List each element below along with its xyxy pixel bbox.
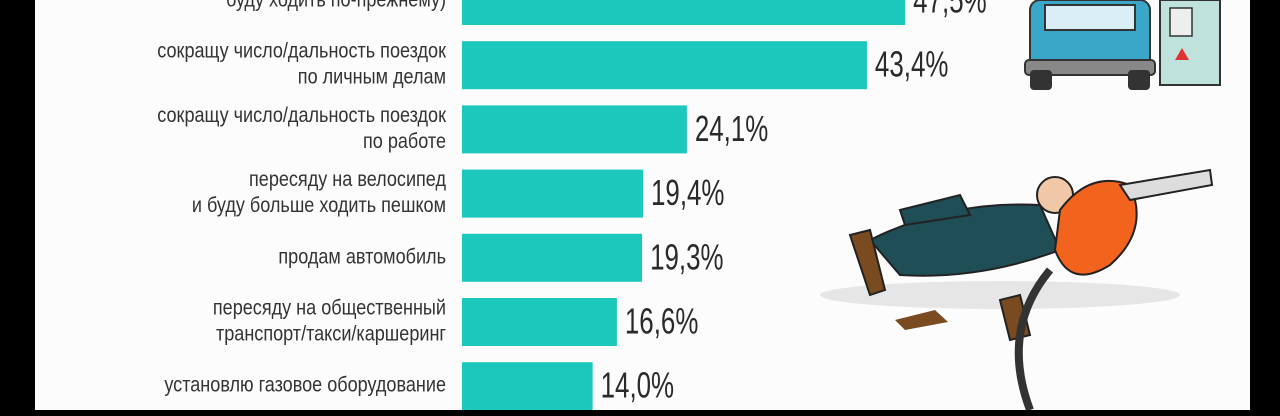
category-label: продам автомобиль bbox=[278, 245, 446, 269]
category-label: сокращу число/дальность поездок bbox=[157, 104, 446, 128]
value-label: 14,0% bbox=[601, 366, 674, 406]
bar bbox=[462, 169, 644, 218]
value-label: 19,4% bbox=[651, 173, 724, 213]
bar bbox=[462, 105, 687, 154]
category-label: буду ходить по-прежнему) bbox=[226, 0, 446, 12]
category-label: сокращу число/дальность поездок bbox=[157, 40, 446, 64]
bar bbox=[462, 233, 643, 282]
category-label: транспорт/такси/каршеринг bbox=[216, 322, 446, 346]
value-label: 19,3% bbox=[650, 237, 723, 277]
car-illustration bbox=[1024, 0, 1221, 90]
bar bbox=[462, 41, 867, 90]
value-label: 24,1% bbox=[695, 109, 768, 149]
category-label: пересяду на общественный bbox=[213, 296, 446, 320]
bar bbox=[462, 362, 593, 411]
category-label: и буду больше ходить пешком bbox=[192, 194, 446, 218]
bar bbox=[462, 298, 617, 346]
value-label: 16,6% bbox=[625, 301, 698, 341]
frame-right bbox=[1250, 0, 1280, 416]
man-illustration bbox=[820, 168, 1214, 412]
value-label: 47,5% bbox=[913, 0, 986, 21]
frame-bottom bbox=[0, 410, 1280, 416]
category-label: установлю газовое оборудование bbox=[164, 374, 446, 398]
value-label: 43,4% bbox=[875, 45, 948, 85]
category-label: по личным делам bbox=[298, 66, 446, 90]
category-label: по работе bbox=[363, 130, 446, 154]
frame-left bbox=[0, 0, 35, 416]
bar bbox=[462, 0, 906, 25]
category-label: пересяду на велосипед bbox=[249, 168, 447, 192]
